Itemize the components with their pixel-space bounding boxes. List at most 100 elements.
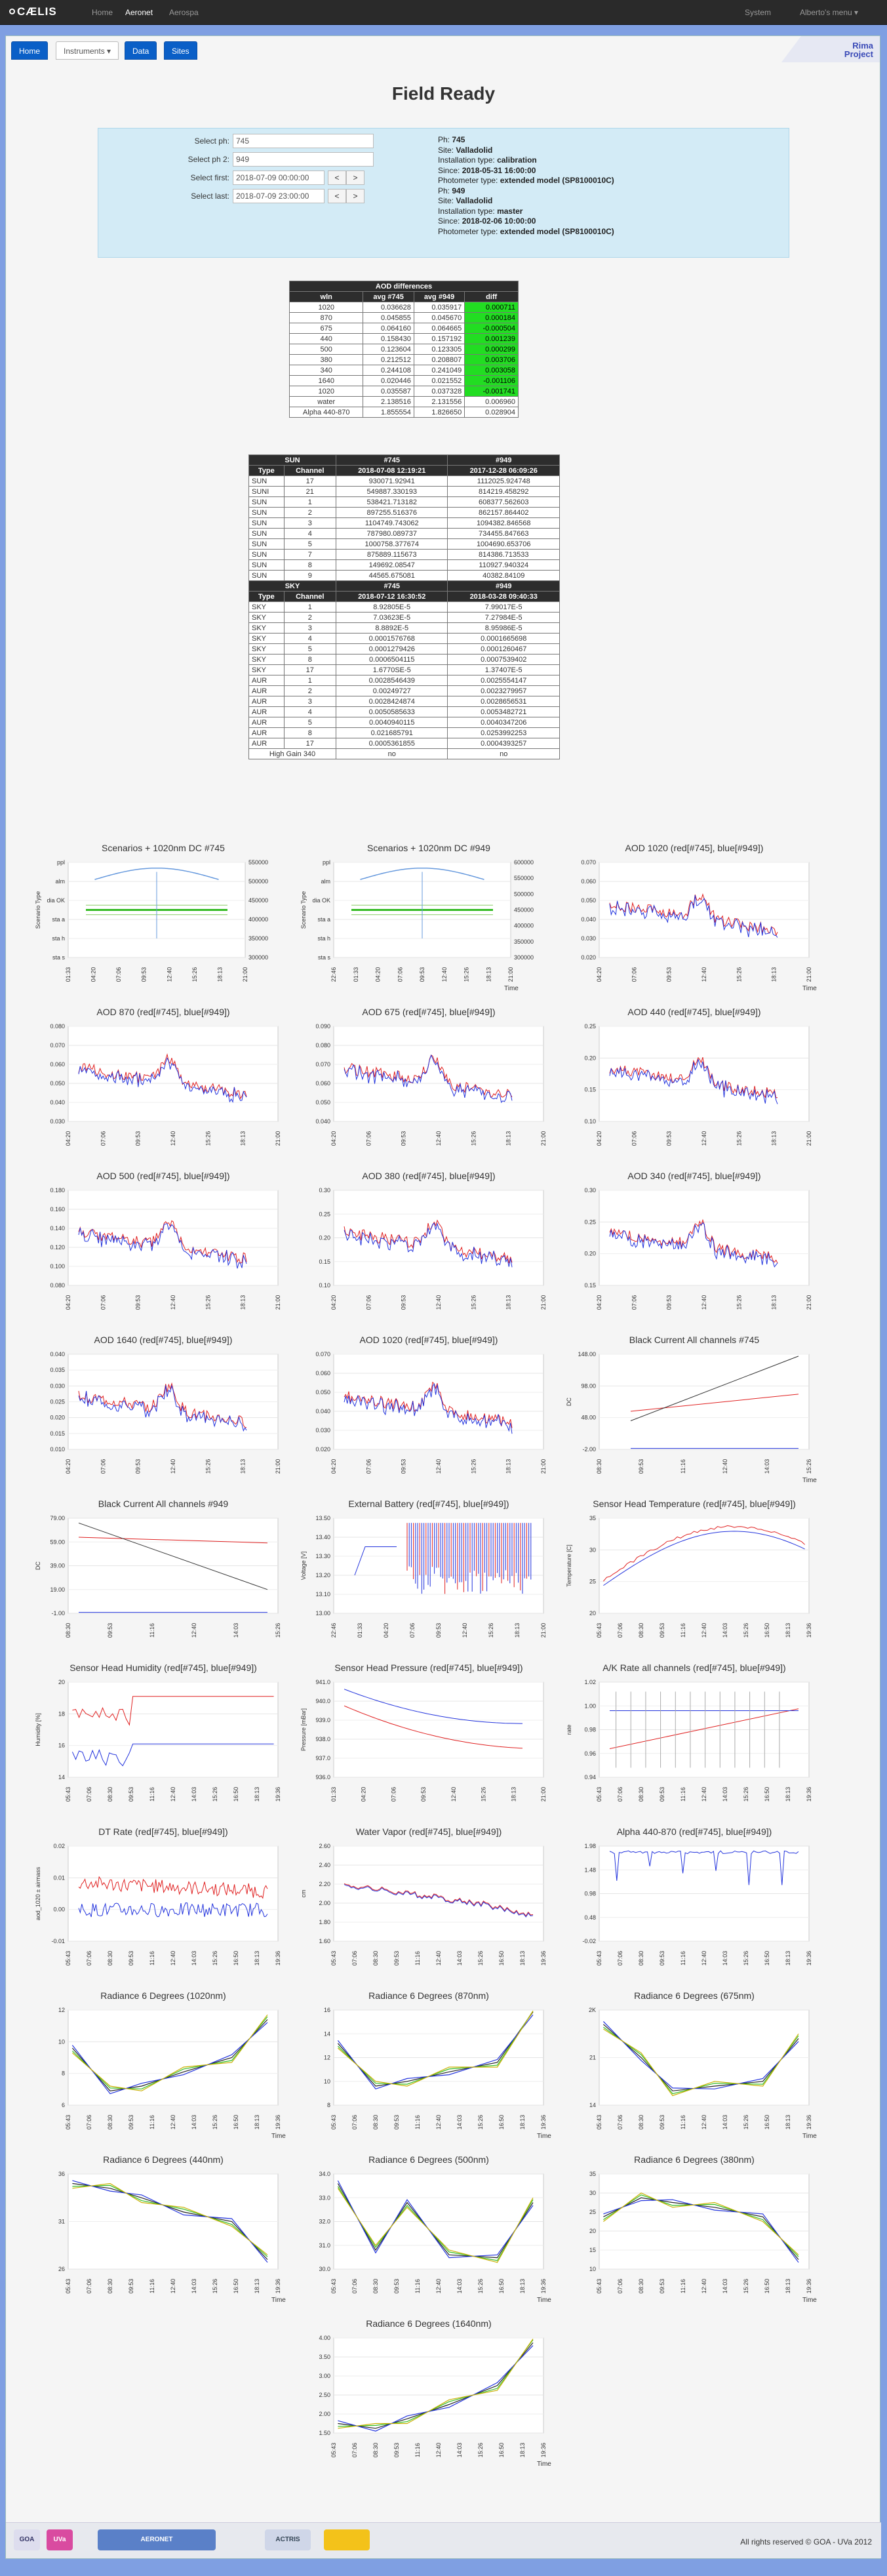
- table-row: AUR 2 0.00249727 0.0023279957: [248, 685, 560, 696]
- nav-system[interactable]: System: [745, 8, 772, 17]
- y-tick-label: 0.100: [50, 1263, 65, 1270]
- caelis-logo[interactable]: CÆLIS: [9, 5, 57, 18]
- top-navbar: CÆLIS Home Aeronet Aerospa System Albert…: [0, 0, 887, 25]
- last-date-input[interactable]: 2018-07-09 23:00:00: [233, 189, 325, 203]
- tab-data[interactable]: Data: [125, 41, 157, 60]
- info-value: master: [497, 206, 523, 216]
- table-cell: 0.000711: [464, 302, 519, 313]
- first-prev-button[interactable]: <: [328, 171, 346, 185]
- x-tick-label: 07:06: [100, 1459, 106, 1474]
- first-next-button[interactable]: >: [346, 171, 365, 185]
- x-tick-label: 07:06: [631, 967, 637, 982]
- nav-user-menu[interactable]: Alberto's menu ▾: [800, 8, 859, 17]
- table-cell: 500: [288, 344, 364, 355]
- tab-instruments[interactable]: Instruments ▾: [56, 41, 119, 60]
- spain-ministry-logo: [324, 2529, 370, 2550]
- table-cell: SUN: [248, 549, 285, 560]
- table-cell: SUN: [248, 496, 285, 508]
- x-tick-label: 12:40: [450, 1787, 457, 1802]
- info-row: Since: 2018-02-06 10:00:00: [438, 216, 614, 227]
- series-949: [78, 1384, 247, 1432]
- y-tick-label: -0.01: [51, 1938, 65, 1944]
- table-cell: 862157.864402: [447, 507, 560, 518]
- table-row: SKY 5 0.0001279426 0.0001260467: [248, 643, 560, 654]
- table-cell: 0.000184: [464, 312, 519, 323]
- y-tick-label: 0.01: [53, 1874, 65, 1881]
- y-tick-label: 15: [589, 2247, 596, 2253]
- table-cell: SUNI: [248, 486, 285, 497]
- y-tick-label: 0.020: [581, 954, 596, 961]
- table-cell: 0.123604: [363, 344, 414, 355]
- x-tick-label: 09:53: [128, 2279, 134, 2294]
- y2-tick-label: 500000: [248, 878, 268, 885]
- table-cell: SUN: [248, 528, 285, 539]
- series-745: [78, 1876, 268, 1899]
- y-tick-label: 34.0: [319, 2171, 330, 2177]
- x-tick-label: 18:13: [519, 2115, 526, 2130]
- table-cell: 8: [283, 654, 337, 665]
- x-tick-label: 04:20: [65, 1131, 71, 1146]
- x-tick-label: 15:26: [477, 2115, 484, 2130]
- chart-title: Sensor Head Temperature (red[#745], blue…: [593, 1499, 796, 1509]
- x-tick-label: 16:50: [233, 1787, 239, 1802]
- chart: Radiance 6 Degrees (870nm) 8 10 12 14 16 05:43…: [298, 1990, 560, 2144]
- chart-title: Radiance 6 Degrees (1640nm): [366, 2318, 492, 2329]
- tab-sites[interactable]: Sites: [164, 41, 197, 60]
- column-header: diff: [464, 291, 519, 302]
- y-axis-label: Voltage [V]: [300, 1552, 307, 1580]
- x-tick-label: 11:16: [680, 2115, 686, 2129]
- chart-title: AOD 1020 (red[#745], blue[#949]): [625, 843, 764, 853]
- x-tick-label: 12:40: [435, 1951, 442, 1966]
- chart-title: AOD 1640 (red[#745], blue[#949]): [94, 1335, 233, 1345]
- table-cell: 1.826650: [413, 407, 465, 418]
- y-tick-label: 13.40: [315, 1534, 330, 1540]
- x-tick-label: 15:26: [470, 1295, 477, 1310]
- y-tick-label: 939.0: [315, 1717, 330, 1723]
- x-tick-label: 09:53: [128, 1951, 134, 1966]
- last-prev-button[interactable]: <: [328, 189, 346, 203]
- table-row: Alpha 440-870 1.855554 1.826650 0.028904: [288, 407, 519, 418]
- y-tick-label: 0.15: [584, 1087, 596, 1093]
- y-tick-label: 13.10: [315, 1591, 330, 1598]
- first-date-input[interactable]: 2018-07-09 00:00:00: [233, 171, 325, 185]
- chart: Black Current All channels #745 -2.00 48.0…: [563, 1335, 825, 1489]
- table-cell: 149692.08547: [336, 559, 448, 571]
- chart: Black Current All channels #949 -1.00 19.0…: [32, 1499, 294, 1653]
- x-tick-label: 14:03: [456, 2115, 463, 2130]
- y-tick-label: 0.15: [584, 1282, 596, 1289]
- last-next-button[interactable]: >: [346, 189, 365, 203]
- nav-aeronet[interactable]: Aeronet: [125, 8, 153, 17]
- y-tick-label: sta a: [52, 916, 65, 923]
- x-tick-label: 19:36: [806, 1787, 812, 1802]
- chart: AOD 675 (red[#745], blue[#949]) 0.040 0.05…: [298, 1007, 560, 1161]
- info-key: Site:: [438, 145, 456, 155]
- x-tick-label: 21:00: [275, 1459, 281, 1474]
- y-tick-label: -2.00: [582, 1446, 596, 1453]
- x-tick-label: 18:13: [785, 2279, 791, 2294]
- y2-tick-label: 450000: [514, 907, 534, 914]
- table-cell: 1: [283, 675, 337, 686]
- x-tick-label: 07:06: [86, 2115, 92, 2130]
- table-cell: no: [336, 748, 448, 759]
- table-cell: water: [288, 396, 364, 407]
- x-tick-label: 09:53: [401, 1459, 407, 1474]
- x-tick-label: 14:03: [233, 1623, 239, 1638]
- x-tick-label: 09:53: [666, 967, 673, 982]
- ph2-select[interactable]: 949: [233, 152, 374, 167]
- x-tick-label: 08:30: [372, 2443, 379, 2458]
- series-949: [344, 1689, 522, 1724]
- x-tick-label: 07:06: [617, 2279, 623, 2294]
- x-tick-label: 09:53: [659, 1951, 665, 1966]
- rima-line1: Rima: [852, 41, 873, 50]
- y-tick-label: 0.25: [584, 1218, 596, 1225]
- nav-aerospa[interactable]: Aerospa: [169, 8, 199, 17]
- x-tick-label: 09:53: [128, 2115, 134, 2130]
- radiance-series: [72, 2183, 268, 2255]
- y2-tick-label: 550000: [514, 875, 534, 881]
- ph-select[interactable]: 745: [233, 134, 374, 148]
- y-tick-label: alm: [321, 878, 330, 885]
- nav-home[interactable]: Home: [92, 8, 113, 17]
- x-tick-label: 12:40: [701, 967, 707, 982]
- y-tick-label: 0.02: [53, 1843, 65, 1849]
- tab-home[interactable]: Home: [11, 41, 49, 60]
